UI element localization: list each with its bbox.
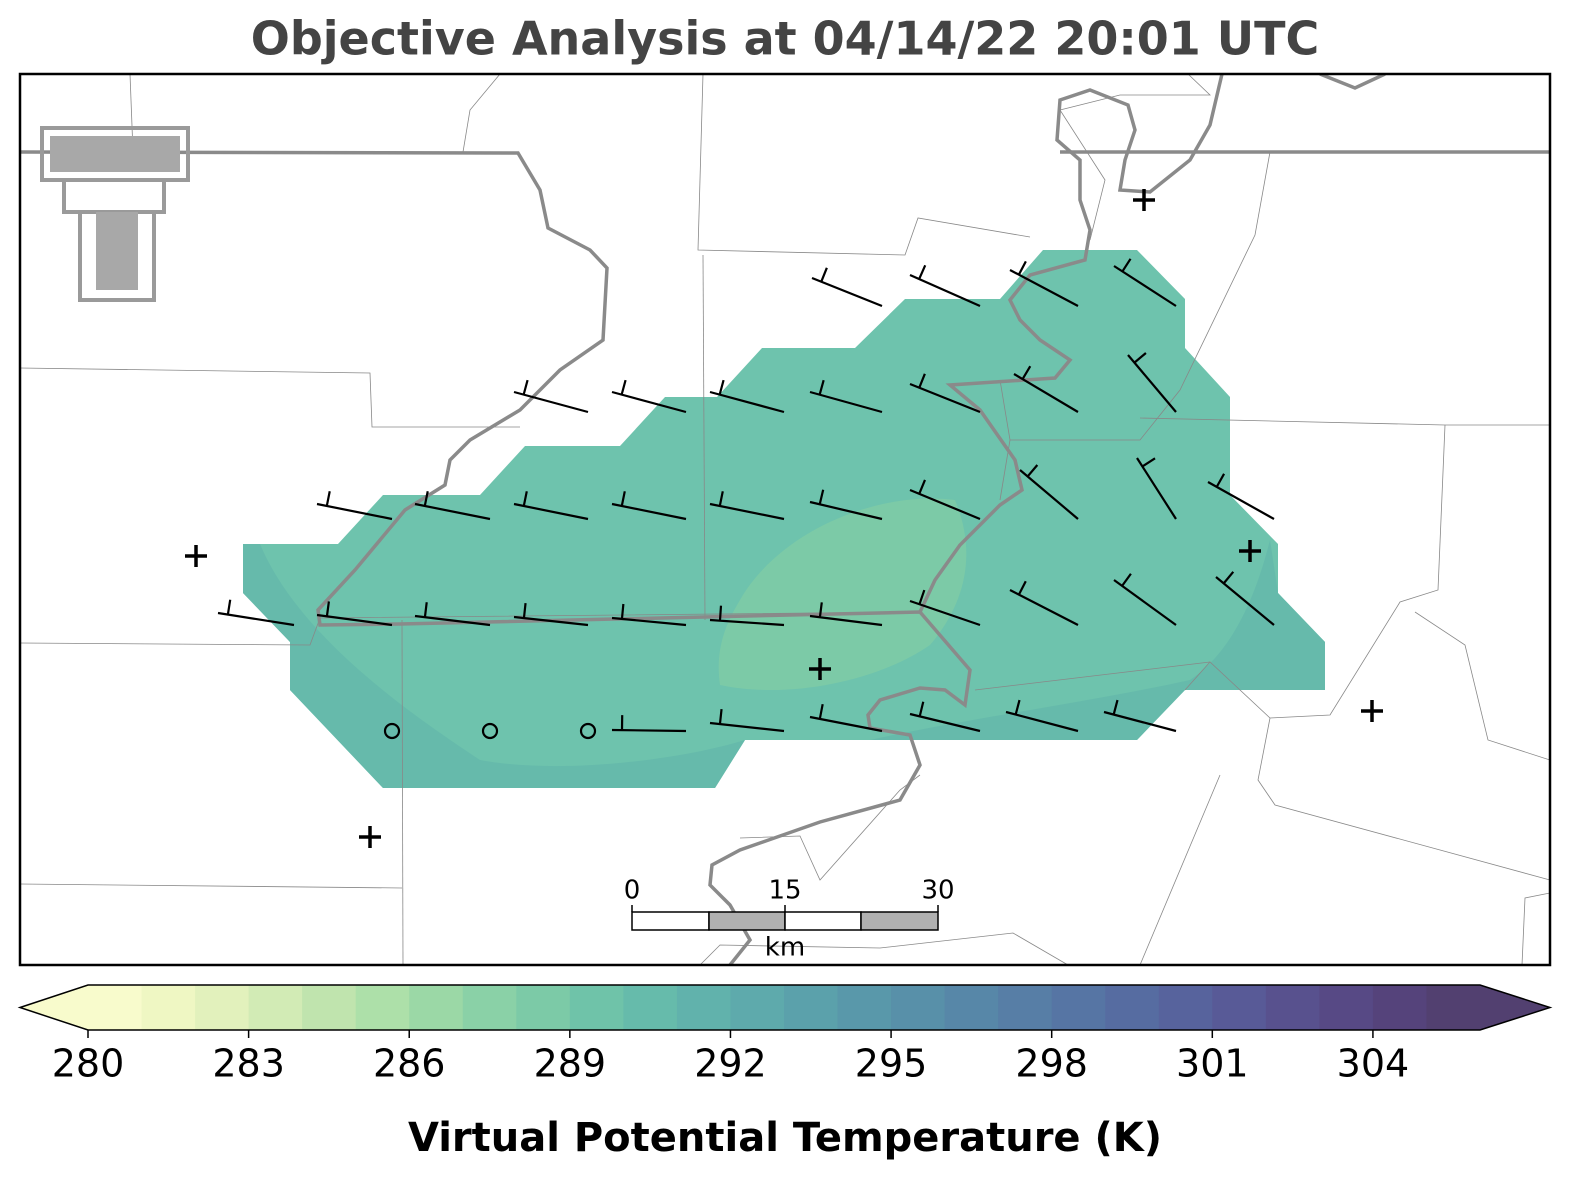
colorbar-segment <box>409 985 464 1030</box>
wind-barb <box>1113 573 1177 626</box>
wind-barb <box>611 603 687 627</box>
colorbar: 280 283 286 289 292 295 298 301 304 <box>17 984 1553 1086</box>
analysis-field-low <box>243 540 1325 788</box>
colorbar-segment <box>1158 985 1213 1030</box>
colorbar-segment <box>784 985 839 1030</box>
wind-barb <box>1013 365 1079 413</box>
colorbar-tick-label: 304 <box>1337 1042 1410 1086</box>
map-frame <box>18 72 1552 967</box>
wind-barb <box>709 379 785 414</box>
colorbar-segment <box>944 985 999 1030</box>
wind-barb <box>1215 571 1275 626</box>
wind-barb <box>513 379 589 414</box>
wind-barb <box>709 709 785 733</box>
wind-barb <box>1009 580 1079 626</box>
colorbar-extend-min <box>20 985 88 1030</box>
colorbar-tick-label: 289 <box>534 1042 607 1086</box>
wind-barbs <box>217 258 1275 733</box>
colorbar-segment <box>998 985 1053 1030</box>
wind-barb <box>809 703 883 733</box>
colorbar-segment <box>891 985 946 1030</box>
colorbar-tick-label: 301 <box>1176 1042 1249 1086</box>
colorbar-segment <box>355 985 410 1030</box>
colorbar-segment <box>88 985 143 1030</box>
colorbar-tick-label: 295 <box>855 1042 928 1086</box>
wind-barb <box>414 602 491 627</box>
scale-label: 15 <box>768 876 801 906</box>
wind-barb <box>1019 464 1079 520</box>
scale-label: 0 <box>624 876 641 906</box>
wind-barb <box>316 491 393 521</box>
wind-barb <box>414 491 491 521</box>
colorbar-segment <box>1265 985 1320 1030</box>
wind-barb <box>1136 457 1177 520</box>
wind-barb <box>217 599 295 627</box>
wind-barb <box>809 379 883 414</box>
wind-barb <box>1113 258 1177 307</box>
wind-barb <box>809 602 883 627</box>
colorbar-segment <box>676 985 731 1030</box>
wind-barb <box>709 491 785 521</box>
calm-markers <box>383 722 597 740</box>
wind-barb <box>909 479 981 521</box>
wind-barb <box>1009 260 1079 307</box>
wind-barb <box>809 489 883 521</box>
wind-barb <box>513 603 589 627</box>
colorbar-segment <box>1212 985 1267 1030</box>
colorbar-segment <box>1372 985 1427 1030</box>
scale-bar <box>631 905 939 931</box>
scale-label: 30 <box>921 876 954 906</box>
colorbar-tick-label: 292 <box>694 1042 767 1086</box>
wind-barb <box>909 264 981 308</box>
map: 0 15 30 km <box>18 72 1552 967</box>
colorbar-tick-label: 280 <box>52 1042 125 1086</box>
colorbar-segment <box>195 985 250 1030</box>
wind-barb <box>909 373 981 414</box>
colorbar-segment <box>837 985 892 1030</box>
wind-barb <box>1127 352 1177 413</box>
wind-barb <box>909 701 981 733</box>
colorbar-label: Virtual Potential Temperature (K) <box>408 1115 1162 1161</box>
colorbar-segment <box>302 985 357 1030</box>
wind-barb <box>611 491 687 521</box>
title: Objective Analysis at 04/14/22 20:01 UTC <box>251 12 1320 66</box>
wind-barb <box>316 601 393 627</box>
colorbar-segment <box>623 985 678 1030</box>
wind-barb <box>1207 473 1275 520</box>
colorbar-segment <box>462 985 517 1030</box>
colorbar-tick-label: 298 <box>1015 1042 1088 1086</box>
colorbar-segment <box>516 985 571 1030</box>
wind-barb <box>1005 699 1079 733</box>
colorbar-tick-label: 286 <box>373 1042 446 1086</box>
colorbar-segment <box>730 985 785 1030</box>
wind-barb <box>909 589 981 627</box>
colorbar-segment <box>1319 985 1374 1030</box>
state-lines <box>20 74 1550 965</box>
scale-unit: km <box>765 933 805 963</box>
colorbar-segment <box>248 985 303 1030</box>
colorbar-segment <box>1051 985 1106 1030</box>
wind-barb <box>1103 699 1177 733</box>
wind-barb <box>811 267 883 308</box>
wind-barb <box>513 491 589 521</box>
colorbar-segment <box>1426 985 1481 1030</box>
wind-barb <box>611 379 687 414</box>
logo <box>40 126 190 302</box>
colorbar-segment <box>141 985 196 1030</box>
wind-barb <box>709 605 785 627</box>
colorbar-extend-max <box>1480 985 1550 1030</box>
colorbar-segment <box>569 985 624 1030</box>
wind-barb <box>611 715 687 733</box>
colorbar-segment <box>1105 985 1160 1030</box>
station-markers <box>185 189 1383 848</box>
analysis-field-high <box>718 498 967 691</box>
colorbar-tick-label: 283 <box>212 1042 285 1086</box>
